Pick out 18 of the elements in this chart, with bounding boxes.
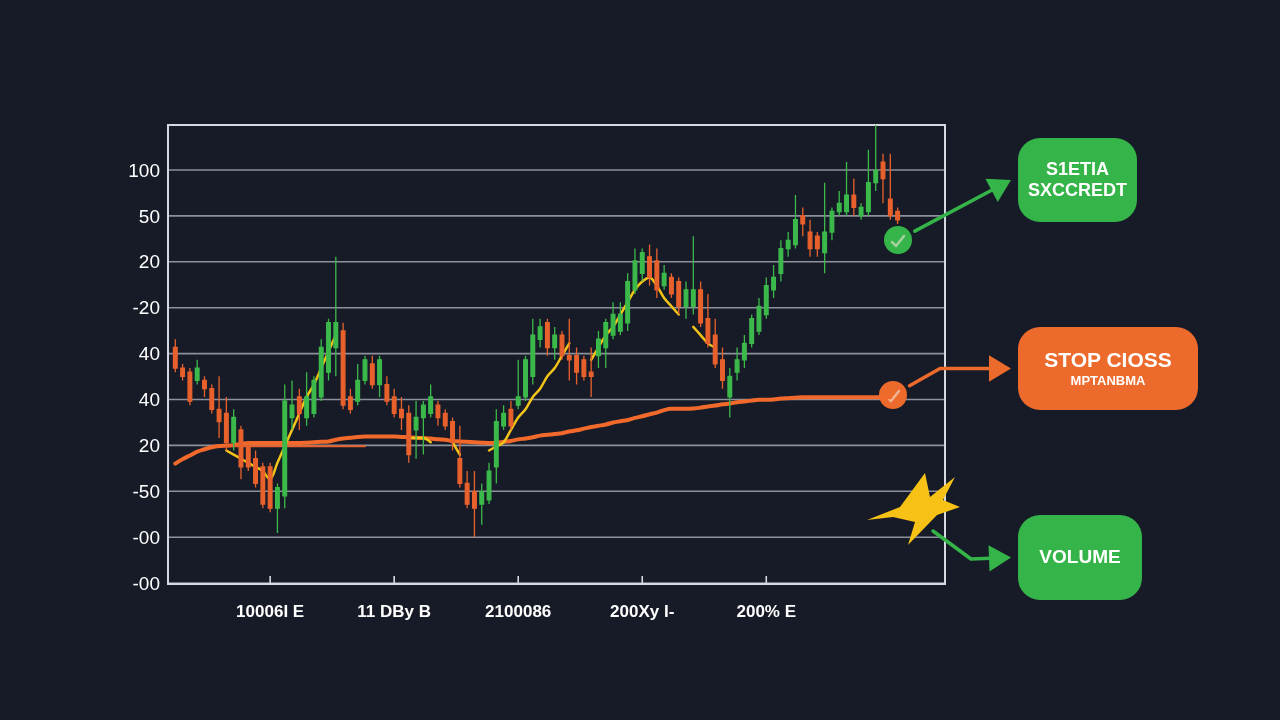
text: 100	[128, 159, 160, 181]
text: -20	[132, 297, 160, 319]
text: -00	[132, 572, 160, 594]
text: 40	[138, 389, 160, 411]
text: VOLUME	[1039, 546, 1121, 568]
text: -50	[132, 480, 160, 502]
x-tick-label: 200% E	[736, 602, 797, 621]
text: STOP CIOSS MPTANBMA	[1044, 348, 1172, 388]
x-tick-label: 10006I E	[236, 602, 305, 621]
text: 40	[138, 343, 160, 365]
x-tick-label: 2100086	[485, 602, 552, 621]
text: 20	[138, 435, 160, 457]
text: 20	[138, 251, 160, 273]
x-tick-label: 11 DBy B	[357, 602, 432, 621]
text: -00	[132, 526, 160, 548]
x-tick-label: 200Xy I-	[610, 602, 675, 621]
text: S1ETIA SXCCREDT	[1027, 158, 1128, 201]
text: 50	[138, 205, 160, 227]
